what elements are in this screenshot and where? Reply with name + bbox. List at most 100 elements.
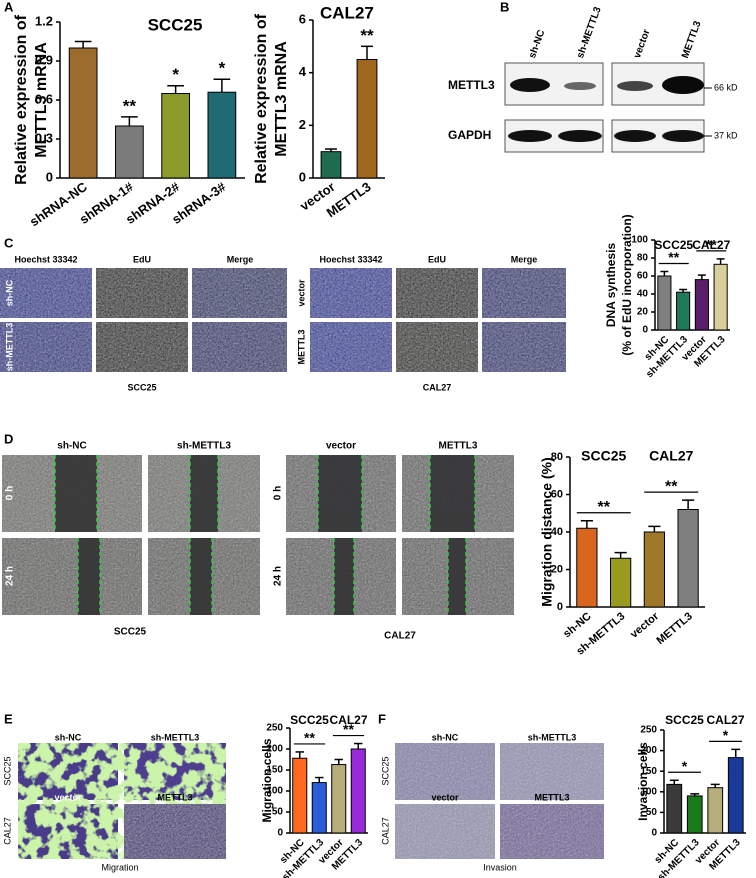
group-label: SCC25 [290,713,329,727]
significance: ** [123,96,137,115]
y-tick-label: 100 [631,235,648,246]
bar [292,757,308,834]
micrograph [396,322,478,372]
transwell-image [18,804,118,859]
bar [311,782,327,834]
group-label: CAL27 [649,448,694,464]
channel-label: Merge [511,254,538,264]
significance: * [172,65,179,84]
y-tick-label: 80 [551,451,563,463]
column-label: vector [326,441,356,452]
bar [657,275,672,331]
significance: ** [360,26,374,45]
significance: * [723,727,729,743]
group-label: SCC25 [654,238,693,252]
lane-label: METTL3 [680,19,704,60]
column-label: METTL3 [439,441,478,452]
y-tick-label: 150 [266,765,283,776]
bar [713,263,728,331]
row-label: sh-NC [4,279,14,306]
column-label: sh-METTL3 [528,732,577,742]
size-label: 37 kD [714,130,738,140]
transwell-image [500,743,604,800]
caption: SCC25 [114,627,147,638]
micrograph [482,322,566,372]
image-panels [0,62,712,859]
bar [643,531,665,608]
transwell-image [395,743,495,800]
caption: Invasion [483,862,517,872]
column-label: sh-METTL3 [177,441,231,452]
y-tick-label: 0.6 [35,91,53,106]
time-label: 0 h [5,486,16,500]
band [558,130,602,142]
significance: * [219,59,226,78]
bar [350,748,366,834]
y-axis-label: DNA synthesis [604,243,618,328]
blot-row-label: METTL3 [448,78,495,92]
lane-label: vector [632,28,653,60]
wound-edge [54,455,476,615]
column-label: vector [54,792,82,802]
bar [115,125,144,179]
caption: CAL27 [423,382,452,392]
bar [676,291,691,331]
panel-label: C [4,235,14,250]
micrograph [0,268,92,318]
y-axis-label: (% of EdU incorporation) [620,214,634,355]
micrograph [0,322,92,372]
significance: ** [343,721,354,737]
micrograph [310,322,392,372]
row-label: METTL3 [296,330,306,365]
lane-label: sh-NC [527,28,547,59]
column-label: vector [431,792,459,802]
transwell-image [395,804,495,859]
y-axis-label: Relative expression of [253,13,270,184]
transwell-image [18,743,118,800]
chart-title: SCC25 [148,15,203,34]
y-axis-label: Relative expression of [13,14,30,185]
bar [576,527,598,608]
panel-label: F [378,711,386,726]
y-tick-label: 200 [266,744,283,755]
y-tick-label: 60 [637,271,649,282]
row-label: SCC25 [2,756,12,785]
y-tick-label: 150 [640,766,657,777]
row-label: vector [296,279,306,307]
time-label: 0 h [273,486,284,500]
y-tick-label: 100 [640,786,657,797]
band [614,130,656,142]
y-axis-label: Invasion cells [636,742,650,821]
wound-gap [318,455,362,532]
y-tick-label: 0 [651,828,657,839]
y-tick-label: 2 [299,117,306,132]
row-label: sh-METTL3 [4,323,14,372]
channel-label: Hoechst 33342 [319,254,382,264]
wound-image [2,538,142,615]
channel-label: Hoechst 33342 [14,254,77,264]
y-tick-label: 40 [551,526,563,538]
band [564,82,596,90]
y-tick-label: 200 [640,745,657,756]
column-label: METTL3 [535,792,570,802]
size-label: 66 kD [714,82,738,92]
bar [610,557,632,608]
wound-gap [334,538,354,615]
y-tick-label: 1.2 [35,13,53,28]
channel-label: EdU [133,254,151,264]
bar [694,279,709,331]
caption: SCC25 [127,382,156,392]
group-label: CAL27 [692,238,730,252]
group-label: CAL27 [329,713,367,727]
time-label: 24 h [273,566,284,586]
transwell-image [500,804,604,859]
significance: ** [665,478,678,495]
group-label: SCC25 [581,448,626,464]
y-tick-label: 0.3 [35,130,53,145]
y-tick-label: 0 [277,828,283,839]
column-label: sh-NC [432,732,459,742]
micrograph [96,322,188,372]
significance: ** [304,730,315,746]
micrograph [482,268,566,318]
